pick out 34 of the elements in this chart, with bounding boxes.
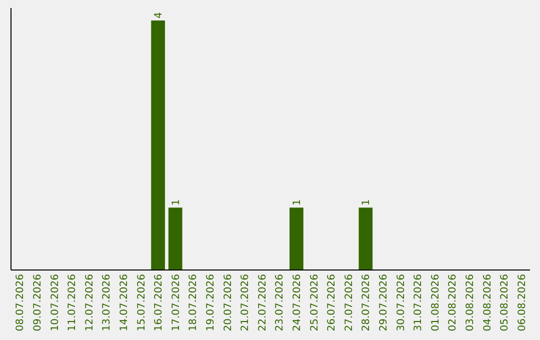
- x-tick-label: 29.07.2026: [378, 274, 390, 332]
- x-tick-label: 05.08.2026: [500, 274, 511, 332]
- x-tick-label: 27.07.2026: [344, 274, 355, 332]
- data-label: 1: [361, 199, 372, 206]
- x-tick-label: 12.07.2026: [84, 274, 96, 332]
- x-tick-label: 30.07.2026: [396, 274, 407, 332]
- x-tick-label: 19.07.2026: [205, 274, 216, 332]
- x-tick-label: 14.07.2026: [118, 274, 130, 332]
- x-tick-label: 31.07.2026: [413, 274, 424, 332]
- x-tick-label: 22.07.2026: [257, 274, 268, 332]
- x-tick-label: 13.07.2026: [102, 274, 113, 332]
- x-tick-label: 02.08.2026: [448, 274, 459, 332]
- data-label: 4: [154, 12, 165, 18]
- x-tick-label: 18.07.2026: [188, 274, 200, 332]
- x-tick-label: 25.07.2026: [309, 274, 320, 332]
- x-tick-label: 08.07.2026: [15, 274, 26, 332]
- x-tick-label: 10.07.2026: [50, 274, 61, 332]
- data-label: 1: [170, 199, 182, 206]
- x-tick-label: 24.07.2026: [292, 274, 303, 332]
- x-tick-label: 03.08.2026: [464, 274, 476, 332]
- x-tick-label: 04.08.2026: [482, 274, 494, 332]
- x-tick-label: 01.08.2026: [430, 274, 442, 332]
- x-tick-label: 06.08.2026: [516, 274, 528, 332]
- data-label: 1: [292, 199, 303, 206]
- x-tick-label: 09.07.2026: [32, 274, 44, 332]
- x-tick-label: 15.07.2026: [136, 274, 148, 332]
- x-tick-label: 17.07.2026: [170, 274, 182, 332]
- x-tick-label: 20.07.2026: [222, 274, 234, 332]
- x-tick-label: 21.07.2026: [240, 274, 252, 332]
- x-tick-label: 11.07.2026: [67, 274, 78, 332]
- x-tick-label: 16.07.2026: [154, 274, 165, 332]
- x-tick-label: 23.07.2026: [274, 274, 286, 332]
- x-tick-label: 26.07.2026: [326, 274, 338, 332]
- x-tick-label: 28.07.2026: [361, 274, 372, 332]
